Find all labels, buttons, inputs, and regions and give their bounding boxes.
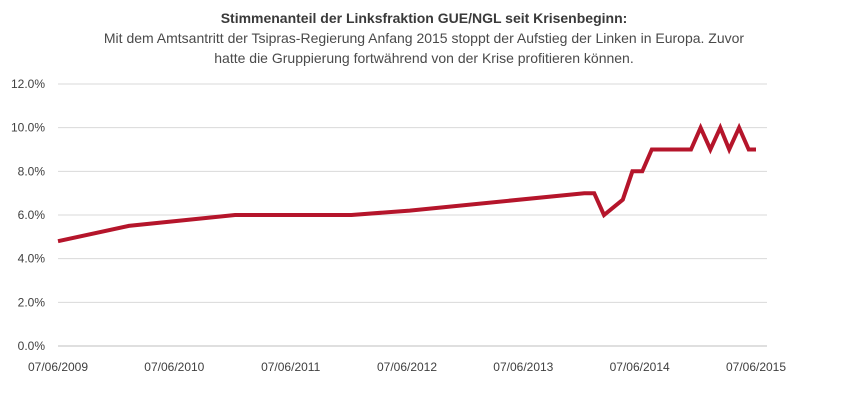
x-axis-ticks: 07/06/2009 07/06/2010 07/06/2011 07/06/2012… — [28, 360, 786, 374]
x-tick-label: 07/06/2010 — [144, 360, 204, 374]
y-tick-label: 10.0% — [11, 121, 45, 135]
y-tick-label: 8.0% — [18, 164, 46, 178]
gridlines — [58, 83, 767, 347]
y-tick-label: 2.0% — [18, 295, 46, 309]
x-tick-label: 07/06/2014 — [610, 360, 670, 374]
series-layer — [57, 122, 756, 244]
chart-subtitle: Mit dem Amtsantritt der Tsipras-Regierun… — [103, 30, 745, 66]
y-tick-label: 0.0% — [18, 339, 46, 353]
y-tick-label: 12.0% — [11, 77, 45, 91]
y-tick-label: 6.0% — [18, 208, 46, 222]
x-tick-label: 07/06/2012 — [377, 360, 437, 374]
chart-title: Stimmenanteil der Linksfraktion GUE/NGL … — [220, 10, 628, 26]
y-axis-ticks: 0.0% 2.0% 4.0% 6.0% 8.0% 10.0% 12.0% — [11, 77, 45, 353]
x-tick-label: 07/06/2015 — [726, 360, 786, 374]
chart-header: Stimmenanteil der Linksfraktion GUE/NGL … — [0, 8, 848, 68]
y-tick-label: 4.0% — [18, 252, 46, 266]
x-tick-label: 07/06/2013 — [493, 360, 553, 374]
x-tick-label: 07/06/2009 — [28, 360, 88, 374]
x-tick-label: 07/06/2011 — [261, 360, 320, 374]
series-line — [57, 122, 756, 244]
